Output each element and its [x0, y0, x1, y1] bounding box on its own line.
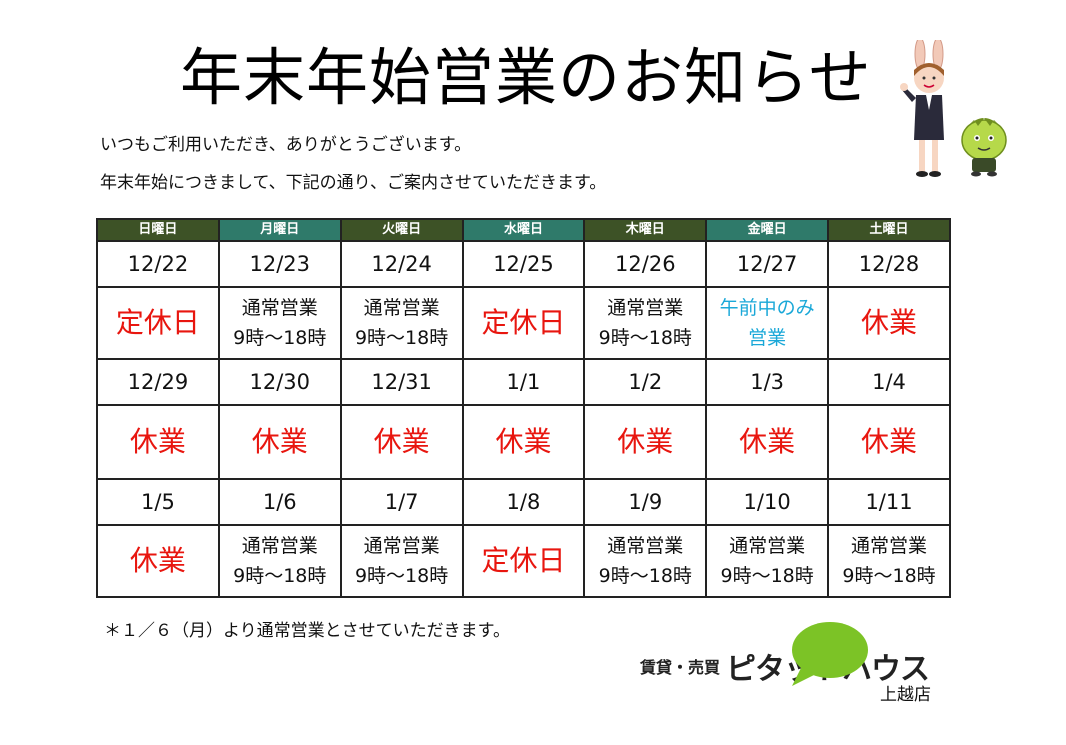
status-cell: 定休日: [461, 286, 586, 360]
date-cell: 1/10: [705, 478, 830, 526]
status-text: 定休日: [481, 306, 566, 339]
status-cell: 休業: [339, 404, 464, 480]
status-text: 定休日: [115, 306, 200, 339]
hours-text: 9時～18時: [720, 565, 814, 587]
weekday-header: 火曜日: [339, 218, 464, 242]
date-cell: 1/7: [339, 478, 464, 526]
status-text: 休業: [373, 425, 430, 458]
page-title: 年末年始営業のお知らせ: [180, 41, 872, 114]
date-cell: 12/23: [217, 240, 342, 288]
status-cell: 通常営業 9時～18時: [705, 524, 830, 598]
logo-subtitle: 賃貸・売買: [640, 658, 721, 677]
status-text: 通常営業: [241, 297, 318, 319]
status-text: 通常営業: [729, 535, 806, 557]
date-cell: 1/4: [827, 358, 951, 406]
status-text: 休業: [861, 306, 918, 339]
status-cell: 休業: [705, 404, 830, 480]
date-cell: 1/1: [461, 358, 586, 406]
status-text: 午前中のみ: [719, 297, 815, 319]
date-cell: 12/28: [827, 240, 951, 288]
status-text: 休業: [739, 425, 796, 458]
weekday-header: 金曜日: [705, 218, 830, 242]
status-text: 休業: [129, 544, 186, 577]
date-cell: 12/29: [96, 358, 220, 406]
status-text: 営業: [748, 327, 787, 349]
weekday-header: 水曜日: [461, 218, 586, 242]
status-cell: 休業: [827, 286, 951, 360]
date-cell: 1/3: [705, 358, 830, 406]
weekday-header: 月曜日: [217, 218, 342, 242]
status-text: 通常営業: [241, 535, 318, 557]
status-cell: 通常営業 9時～18時: [339, 286, 464, 360]
status-text: 定休日: [481, 544, 566, 577]
status-row: 定休日 通常営業 9時～18時 通常営業 9時～18時 定休日 通常営業 9時～18時…: [96, 286, 951, 360]
status-cell: 通常営業 9時～18時: [217, 286, 342, 360]
weekday-header-row: 日曜日 月曜日 火曜日 水曜日 木曜日 金曜日 土曜日: [96, 218, 951, 242]
date-cell: 12/26: [583, 240, 708, 288]
date-cell: 12/30: [217, 358, 342, 406]
status-text: 通常営業: [607, 535, 684, 557]
status-text: 休業: [495, 425, 552, 458]
intro-line-1: いつもご利用いただき、ありがとうございます。: [100, 135, 472, 155]
footnote: ＊１／６（月）より通常営業とさせていただきます。: [104, 621, 510, 641]
business-calendar: 日曜日 月曜日 火曜日 水曜日 木曜日 金曜日 土曜日 12/22 12/23 …: [96, 218, 951, 598]
hours-text: 9時～18時: [354, 565, 449, 587]
date-cell: 1/2: [583, 358, 708, 406]
intro-line-2: 年末年始につきまして、下記の通り、ご案内させていただきます。: [100, 173, 607, 193]
weekday-header: 土曜日: [827, 218, 951, 242]
branch-name: 上越店: [880, 685, 931, 705]
hours-text: 9時～18時: [233, 327, 327, 349]
status-cell: 午前中のみ 営業: [705, 286, 830, 360]
hours-text: 9時～18時: [598, 565, 692, 587]
date-row: 1/5 1/6 1/7 1/8 1/9 1/10 1/11: [96, 478, 951, 526]
status-text: 通常営業: [607, 297, 684, 319]
status-cell: 通常営業 9時～18時: [583, 524, 708, 598]
hours-text: 9時～18時: [233, 565, 327, 587]
status-text: 休業: [617, 425, 674, 458]
date-row: 12/22 12/23 12/24 12/25 12/26 12/27 12/2…: [96, 240, 951, 288]
date-cell: 12/27: [705, 240, 830, 288]
status-cell: 休業: [583, 404, 708, 480]
status-text: 通常営業: [363, 535, 440, 557]
status-row: 休業 休業 休業 休業 休業 休業 休業: [96, 404, 951, 480]
weekday-header: 木曜日: [583, 218, 708, 242]
status-cell: 通常営業 9時～18時: [583, 286, 708, 360]
status-cell: 休業: [96, 404, 220, 480]
status-row: 休業 通常営業 9時～18時 通常営業 9時～18時 定休日 通常営業 9時～18時 …: [96, 524, 951, 598]
hours-text: 9時～18時: [842, 565, 936, 587]
status-cell: 通常営業 9時～18時: [339, 524, 464, 598]
date-cell: 12/25: [461, 240, 586, 288]
status-text: 通常営業: [851, 535, 928, 557]
status-text: 休業: [251, 425, 308, 458]
date-cell: 12/22: [96, 240, 220, 288]
weekday-header: 日曜日: [96, 218, 220, 242]
status-cell: 休業: [461, 404, 586, 480]
hours-text: 9時～18時: [354, 327, 449, 349]
status-text: 休業: [861, 425, 918, 458]
status-cell: 休業: [827, 404, 951, 480]
hours-text: 9時～18時: [598, 327, 692, 349]
date-row: 12/29 12/30 12/31 1/1 1/2 1/3 1/4: [96, 358, 951, 406]
status-text: 休業: [129, 425, 186, 458]
status-cell: 休業: [96, 524, 220, 598]
date-cell: 12/24: [339, 240, 464, 288]
status-cell: 通常営業 9時～18時: [827, 524, 951, 598]
status-cell: 通常営業 9時～18時: [217, 524, 342, 598]
date-cell: 1/9: [583, 478, 708, 526]
speech-bubble-logo-icon: [792, 622, 868, 686]
date-cell: 1/5: [96, 478, 220, 526]
date-cell: 1/8: [461, 478, 586, 526]
date-cell: 12/31: [339, 358, 464, 406]
status-text: 通常営業: [363, 297, 440, 319]
mascot-illustration: [900, 40, 1007, 177]
date-cell: 1/6: [217, 478, 342, 526]
status-cell: 定休日: [96, 286, 220, 360]
status-cell: 定休日: [461, 524, 586, 598]
date-cell: 1/11: [827, 478, 951, 526]
status-cell: 休業: [217, 404, 342, 480]
